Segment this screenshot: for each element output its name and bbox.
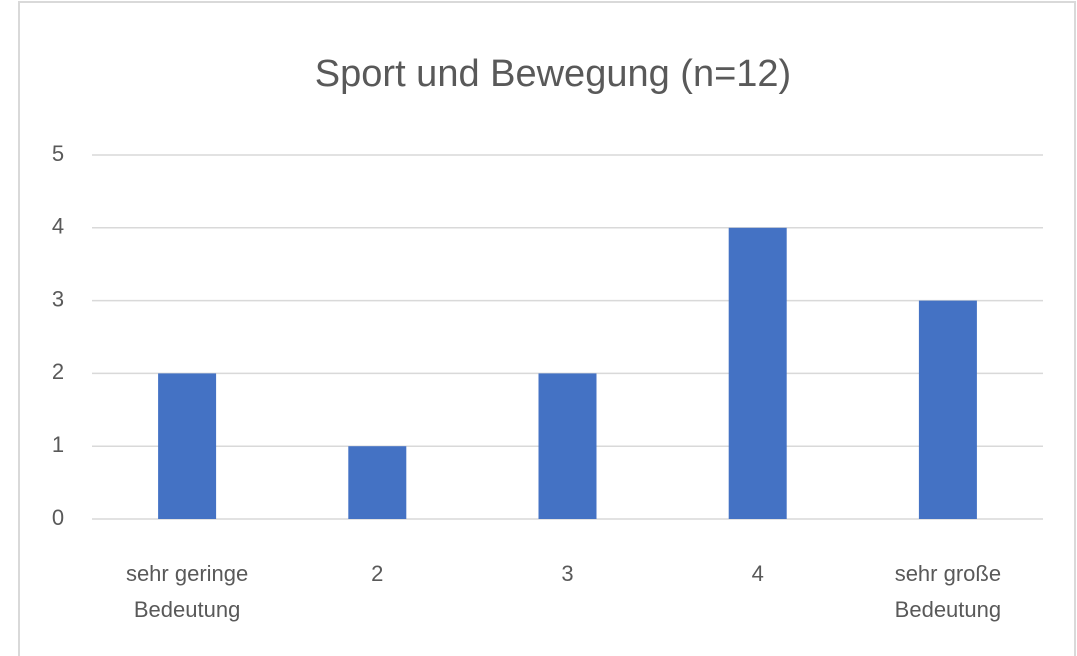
- bar: [918, 300, 977, 519]
- bar: [538, 373, 597, 519]
- bar: [158, 373, 217, 519]
- y-tick-label: 3: [52, 286, 64, 311]
- bar: [348, 446, 407, 519]
- y-tick-label: 2: [52, 359, 64, 384]
- chart-title: Sport und Bewegung (n=12): [315, 53, 791, 95]
- y-tick-label: 5: [52, 141, 64, 166]
- x-tick-label: 2: [371, 561, 384, 586]
- y-tick-label: 4: [52, 214, 64, 239]
- bar: [728, 227, 787, 520]
- x-tick-label: 4: [751, 561, 764, 586]
- y-tick-label: 0: [52, 505, 64, 530]
- y-tick-label: 1: [52, 432, 64, 457]
- chart-border: [18, 1, 1076, 656]
- x-tick-label: sehr große Bedeutung: [894, 561, 1002, 622]
- x-tick-label: sehr geringe Bedeutung: [125, 561, 249, 622]
- x-tick-label: 3: [561, 561, 574, 586]
